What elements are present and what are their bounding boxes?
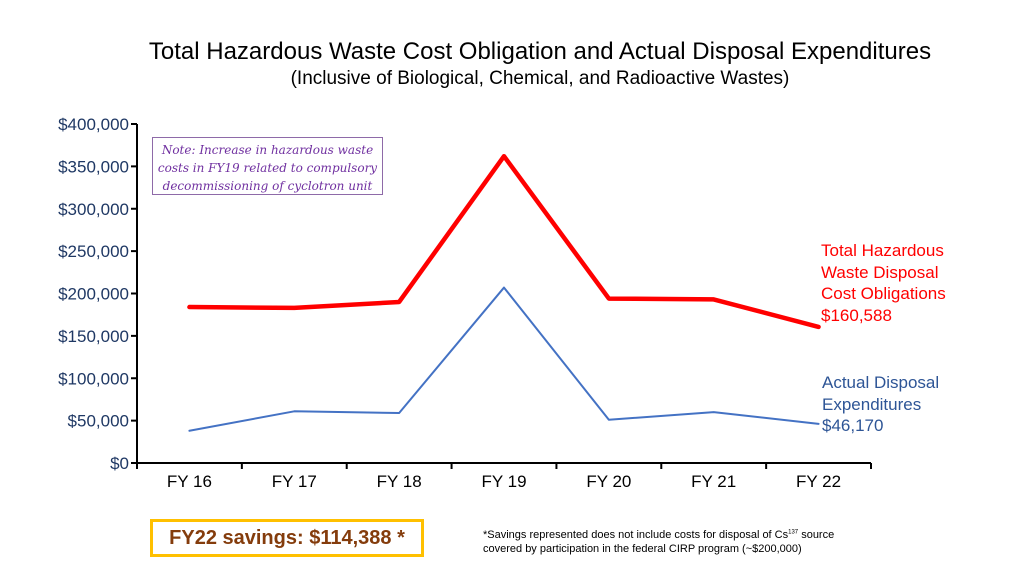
savings-box: FY22 savings: $114,388 * [150,519,424,557]
series-label-line: Actual Disposal [822,373,940,392]
y-tick-label: $250,000 [58,242,129,261]
y-tick-label: $0 [110,454,129,473]
series-label-expenditures: Actual Disposal Expenditures $46,170 [822,372,939,437]
footnote: *Savings represented does not include co… [483,528,843,556]
y-tick-label: $100,000 [58,369,129,388]
note-line: Note: Increase in hazardous waste [161,143,374,157]
x-tick-label: FY 16 [167,472,212,491]
series-label-line: Cost Obligations [821,284,946,303]
series-label-value: $160,588 [821,305,892,325]
x-tick-label: FY 22 [796,472,841,491]
x-tick-label: FY 21 [691,472,736,491]
footnote-superscript: 137 [788,529,799,536]
series-label-value: $46,170 [822,416,884,435]
note-line: decommissioning of cyclotron unit [162,179,373,193]
annotation-note: Note: Increase in hazardous waste costs … [152,137,383,195]
y-tick-label: $350,000 [58,157,129,176]
y-tick-label: $50,000 [68,412,129,431]
series-label-line: Expenditures [822,394,922,414]
footnote-line-2: covered by participation in the federal … [483,543,802,555]
note-line: costs in FY19 related to compulsory [157,161,378,175]
chart-subtitle: (Inclusive of Biological, Chemical, and … [290,68,790,89]
y-tick-label: $200,000 [58,285,129,304]
series-line-obligations [187,153,821,330]
series-label-line: Total Hazardous [821,241,944,260]
series-label-line: Waste Disposal [821,262,939,282]
y-tick-label: $300,000 [58,200,129,219]
chart-title: Total Hazardous Waste Cost Obligation an… [148,38,932,65]
y-tick-label: $400,000 [58,115,129,134]
series-label-obligations: Total Hazardous Waste Disposal Cost Obli… [821,240,946,326]
x-tick-label: FY 17 [272,472,317,491]
x-tick-label: FY 20 [586,472,631,491]
x-tick-label: FY 19 [481,472,526,491]
x-tick-label: FY 18 [377,472,422,491]
footnote-line-1: *Savings represented does not include co… [483,529,835,541]
y-tick-label: $150,000 [58,327,129,346]
series-line-expenditures [188,286,820,432]
